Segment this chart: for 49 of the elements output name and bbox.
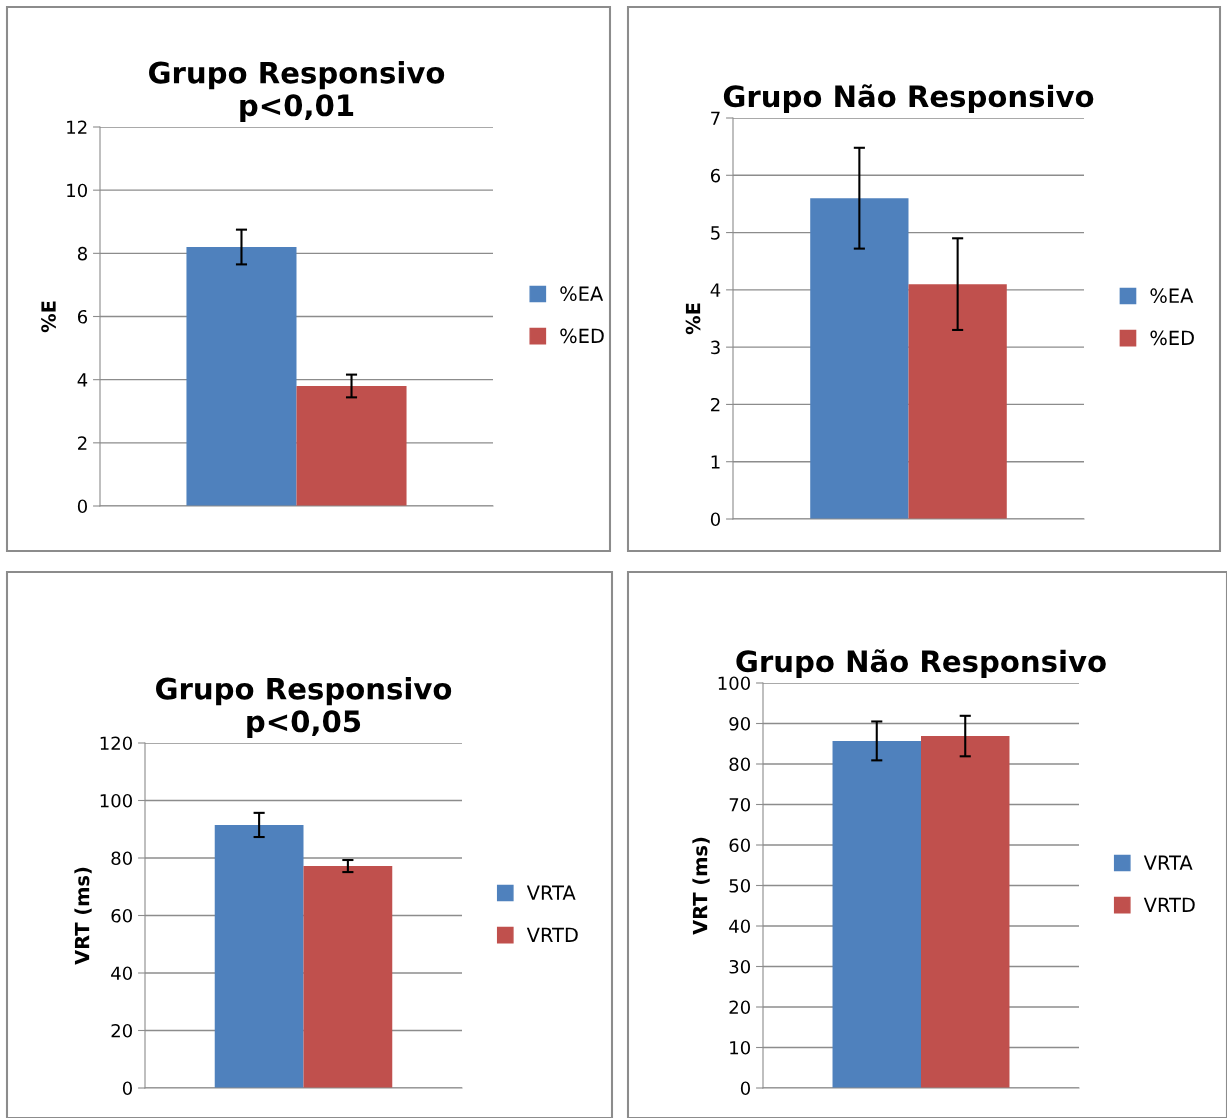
chart-title: Grupo Não Responsivo [723, 84, 1094, 113]
y-tick-label: 12 [67, 120, 87, 134]
chart-title: Grupo Responsivo p<0,01 [149, 61, 445, 122]
y-tick-label: 0 [77, 499, 87, 514]
legend-label: %EA [1150, 288, 1194, 304]
y-tick-label: 40 [111, 966, 132, 981]
y-tick-label: 4 [77, 373, 88, 387]
y-tick-label: 20 [111, 1023, 132, 1038]
y-tick-label: 30 [729, 959, 750, 974]
y-tick-label: 80 [111, 851, 132, 866]
chart-title: Grupo Responsivo p<0,05 [156, 677, 452, 738]
y-tick-label: 70 [729, 797, 750, 812]
y-tick-label: 7 [711, 111, 720, 125]
y-tick-label: 4 [710, 283, 721, 297]
y-tick-label: 60 [729, 838, 750, 853]
y-tick-label: 2 [78, 436, 87, 450]
y-tick-label: 100 [718, 676, 750, 691]
y-tick-label: 90 [729, 716, 750, 731]
y-tick-label: 6 [710, 168, 721, 183]
y-tick-label: 1 [711, 455, 720, 469]
y-axis-title: %E [685, 303, 701, 335]
y-tick-label: 0 [740, 1081, 750, 1096]
legend-label: VRTD [1143, 897, 1195, 912]
legend-label: %ED [1150, 330, 1194, 346]
legend-label: VRTD [526, 927, 578, 942]
y-axis-title: %E [41, 301, 56, 333]
y-tick-label: 20 [729, 1000, 750, 1015]
y-axis-title: VRT (ms) [692, 837, 710, 935]
y-tick-label: 2 [711, 397, 720, 412]
y-tick-label: 40 [729, 919, 750, 934]
y-tick-label: 80 [729, 757, 750, 772]
chart-title: Grupo Não Responsivo [736, 649, 1106, 678]
y-tick-label: 120 [100, 736, 132, 751]
y-tick-label: 0 [122, 1081, 132, 1096]
legend-label: VRTA [526, 885, 576, 900]
legend-label: VRTA [1143, 855, 1193, 870]
y-tick-label: 8 [77, 246, 87, 261]
legend-label: %EA [560, 286, 604, 302]
y-tick-label: 3 [711, 340, 720, 355]
y-tick-label: 60 [111, 908, 132, 923]
y-tick-label: 10 [730, 1040, 750, 1055]
y-axis-title: VRT (ms) [74, 867, 92, 965]
y-tick-label: 100 [100, 793, 132, 808]
legend-label: %ED [560, 328, 604, 344]
y-tick-label: 0 [710, 512, 720, 527]
y-tick-label: 50 [729, 878, 750, 893]
y-tick-label: 10 [67, 183, 87, 198]
y-tick-label: 6 [77, 309, 88, 324]
y-tick-label: 5 [711, 226, 720, 240]
